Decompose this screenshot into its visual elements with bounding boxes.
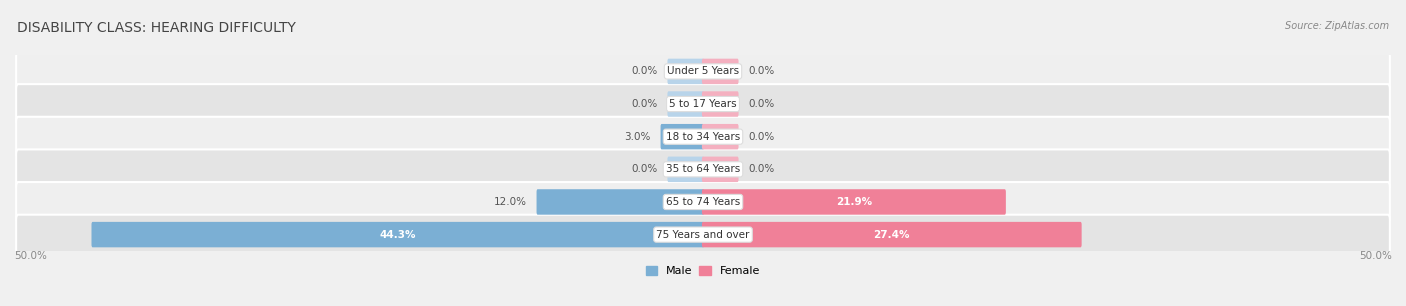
FancyBboxPatch shape <box>661 124 704 149</box>
FancyBboxPatch shape <box>702 157 738 182</box>
Text: 0.0%: 0.0% <box>748 99 775 109</box>
FancyBboxPatch shape <box>702 91 738 117</box>
Text: 0.0%: 0.0% <box>748 132 775 142</box>
FancyBboxPatch shape <box>15 51 1391 91</box>
Text: 18 to 34 Years: 18 to 34 Years <box>666 132 740 142</box>
Text: 0.0%: 0.0% <box>631 164 658 174</box>
FancyBboxPatch shape <box>668 91 704 117</box>
FancyBboxPatch shape <box>702 189 1005 215</box>
FancyBboxPatch shape <box>702 59 738 84</box>
FancyBboxPatch shape <box>15 84 1391 124</box>
FancyBboxPatch shape <box>668 59 704 84</box>
FancyBboxPatch shape <box>537 189 704 215</box>
Text: 75 Years and over: 75 Years and over <box>657 230 749 240</box>
Text: 0.0%: 0.0% <box>748 164 775 174</box>
Text: Source: ZipAtlas.com: Source: ZipAtlas.com <box>1285 21 1389 32</box>
Text: 21.9%: 21.9% <box>835 197 872 207</box>
FancyBboxPatch shape <box>91 222 704 247</box>
Text: 50.0%: 50.0% <box>14 251 46 261</box>
Text: 65 to 74 Years: 65 to 74 Years <box>666 197 740 207</box>
Text: DISABILITY CLASS: HEARING DIFFICULTY: DISABILITY CLASS: HEARING DIFFICULTY <box>17 21 295 35</box>
Text: 44.3%: 44.3% <box>380 230 416 240</box>
FancyBboxPatch shape <box>15 149 1391 189</box>
FancyBboxPatch shape <box>15 117 1391 157</box>
Text: 0.0%: 0.0% <box>748 66 775 76</box>
FancyBboxPatch shape <box>15 182 1391 222</box>
Text: Under 5 Years: Under 5 Years <box>666 66 740 76</box>
Text: 0.0%: 0.0% <box>631 99 658 109</box>
Text: 27.4%: 27.4% <box>873 230 910 240</box>
Text: 12.0%: 12.0% <box>494 197 527 207</box>
FancyBboxPatch shape <box>15 215 1391 255</box>
FancyBboxPatch shape <box>668 157 704 182</box>
Text: 5 to 17 Years: 5 to 17 Years <box>669 99 737 109</box>
Legend: Male, Female: Male, Female <box>641 261 765 281</box>
Text: 0.0%: 0.0% <box>631 66 658 76</box>
Text: 50.0%: 50.0% <box>1360 251 1392 261</box>
Text: 3.0%: 3.0% <box>624 132 651 142</box>
FancyBboxPatch shape <box>702 124 738 149</box>
FancyBboxPatch shape <box>702 222 1081 247</box>
Text: 35 to 64 Years: 35 to 64 Years <box>666 164 740 174</box>
